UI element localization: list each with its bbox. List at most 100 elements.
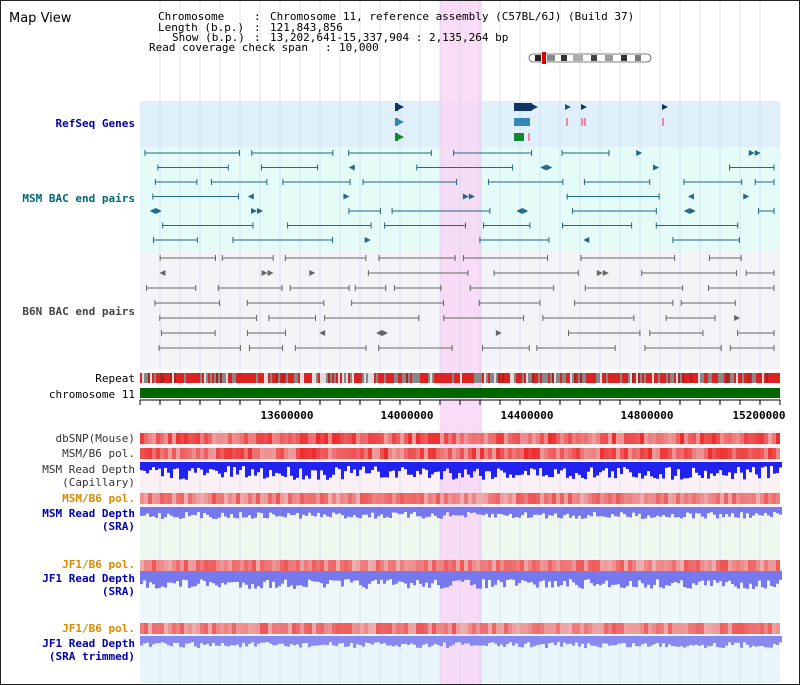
depth-bar — [701, 636, 704, 645]
heat-cell — [576, 493, 580, 504]
depth-bar — [539, 507, 542, 516]
repeat-segment — [356, 373, 358, 383]
depth-bar — [743, 571, 746, 589]
heat-cell — [456, 623, 460, 634]
heat-cell — [332, 433, 336, 444]
depth-bar — [767, 507, 770, 516]
depth-bar — [701, 571, 704, 581]
depth-bar — [680, 636, 683, 647]
repeat-segment — [706, 373, 708, 383]
depth-bar — [455, 462, 458, 479]
track-label-b6n-bac[interactable]: B6N BAC end pairs — [22, 305, 135, 318]
depth-bar — [629, 571, 632, 582]
heat-cell — [704, 448, 708, 459]
heat-cell — [452, 448, 456, 459]
heat-cell — [772, 560, 776, 571]
heat-cell — [212, 433, 216, 444]
depth-bar — [413, 636, 416, 645]
heat-cell — [404, 448, 408, 459]
depth-bar — [581, 636, 584, 644]
repeat-segment — [392, 373, 394, 383]
depth-bar — [521, 571, 524, 581]
heat-cell — [556, 560, 560, 571]
depth-bar — [158, 571, 161, 588]
depth-bar — [416, 636, 419, 648]
repeat-segment — [444, 373, 446, 383]
depth-bar — [695, 462, 698, 473]
heat-cell — [340, 433, 344, 444]
repeat-segment — [298, 373, 300, 383]
heat-cell — [292, 448, 296, 459]
repeat-segment — [676, 373, 678, 383]
depth-bar — [503, 571, 506, 588]
bac-end-arrow — [687, 193, 694, 200]
depth-bar — [461, 462, 464, 478]
depth-bar — [245, 571, 248, 585]
heat-cell — [680, 493, 684, 504]
heat-cell — [248, 623, 252, 634]
depth-bar — [260, 462, 263, 469]
heat-cell — [528, 560, 532, 571]
depth-bar — [749, 571, 752, 584]
heat-cell — [320, 623, 324, 634]
depth-bar — [269, 571, 272, 588]
depth-bar — [707, 462, 710, 479]
heat-cell — [604, 433, 608, 444]
heat-cell — [636, 433, 640, 444]
heat-cell — [140, 448, 144, 459]
depth-bar — [599, 571, 602, 586]
track-label-msm-bac[interactable]: MSM BAC end pairs — [22, 192, 135, 205]
repeat-segment — [332, 373, 334, 383]
depth-bar — [449, 507, 452, 517]
depth-bar — [173, 462, 176, 470]
depth-bar — [389, 636, 392, 646]
depth-bar — [533, 571, 536, 585]
depth-bar — [461, 507, 464, 516]
depth-bar — [470, 507, 473, 514]
heat-cell — [380, 448, 384, 459]
heat-cell — [356, 623, 360, 634]
heat-cell — [552, 433, 556, 444]
heat-cell — [264, 433, 268, 444]
repeat-segment — [734, 373, 736, 383]
heat-cell — [192, 493, 196, 504]
track-label-refseq[interactable]: RefSeq Genes — [55, 117, 135, 130]
depth-bar — [605, 636, 608, 644]
heat-cell — [520, 623, 524, 634]
heat-cell — [548, 623, 552, 634]
heat-cell — [432, 623, 436, 634]
heat-cell — [440, 560, 444, 571]
depth-bar — [230, 462, 233, 477]
depth-bar — [485, 462, 488, 472]
depth-bar — [533, 507, 536, 515]
repeat-segment — [606, 373, 608, 383]
depth-bar — [644, 507, 647, 519]
heat-cell — [232, 560, 236, 571]
heat-cell — [656, 448, 660, 459]
depth-bar — [257, 636, 260, 644]
heat-cell — [324, 493, 328, 504]
heat-cell — [144, 493, 148, 504]
heat-cell — [192, 623, 196, 634]
depth-bar — [533, 636, 536, 647]
heat-cell — [316, 560, 320, 571]
depth-bar — [590, 571, 593, 584]
heat-cell — [340, 623, 344, 634]
heat-cell — [208, 433, 212, 444]
depth-bar — [398, 507, 401, 515]
track-label-dbsnp: dbSNP(Mouse) — [55, 432, 135, 445]
depth-bar — [257, 571, 260, 587]
depth-bar — [671, 507, 674, 515]
heat-cell — [648, 560, 652, 571]
repeat-segment — [502, 373, 504, 383]
depth-bar — [692, 636, 695, 646]
bac-end-arrow — [319, 330, 326, 336]
heat-cell — [448, 560, 452, 571]
heat-cell — [608, 433, 612, 444]
heat-cell — [404, 560, 408, 571]
depth-bar — [656, 462, 659, 479]
repeat-segment — [490, 373, 492, 383]
heat-cell — [704, 493, 708, 504]
depth-bar — [533, 462, 536, 470]
